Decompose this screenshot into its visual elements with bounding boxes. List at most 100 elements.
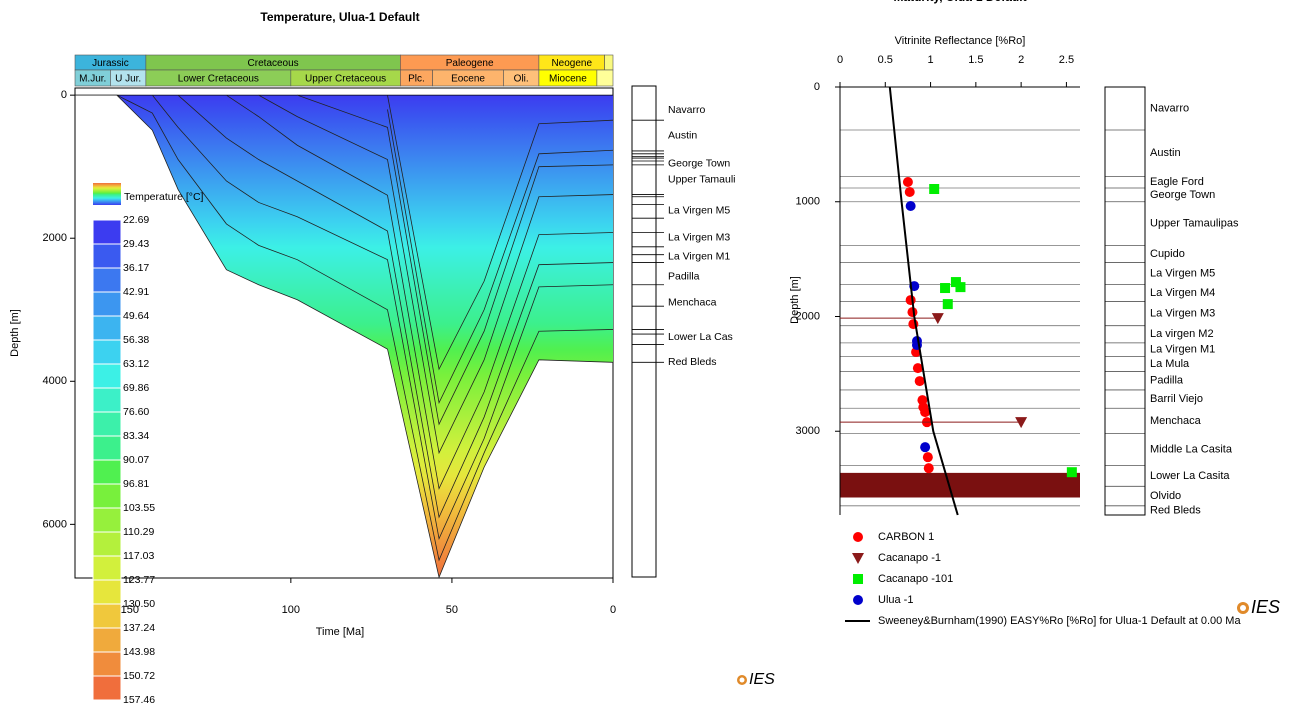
well-label: Lower La Cas [668, 331, 733, 343]
well-column [1104, 86, 1146, 516]
legend-level: 137.24 [123, 622, 155, 634]
logo-text: IES [749, 671, 775, 688]
data-point [904, 186, 915, 197]
logo: IES [1237, 597, 1280, 617]
horizon-line [258, 94, 614, 455]
x-axis-title: Vitrinite Reflectance [%Ro] [895, 35, 1026, 47]
time-label: Cretaceous [248, 58, 299, 69]
y-tick-label: 2000 [796, 310, 820, 322]
x-tick-label: 2.5 [1059, 54, 1074, 66]
formation-label: Cupido [1150, 248, 1185, 260]
chart-title: Temperature, Ulua-1 Default [260, 10, 419, 24]
y-tick-label: 3000 [796, 425, 820, 437]
horizon-line [75, 94, 614, 579]
formation-label: George Town [1150, 189, 1215, 201]
time-label: Miocene [549, 74, 587, 85]
legend-marker [853, 574, 863, 584]
legend-level: 117.03 [123, 550, 154, 562]
legend-title: Temperature [°C] [124, 191, 204, 203]
y-tick-label: 1000 [796, 196, 820, 208]
well-label: La Virgen M5 [668, 204, 730, 216]
legend-level: 22.69 [123, 214, 149, 226]
data-point [902, 177, 913, 188]
y-axis-title: Depth [m] [789, 276, 801, 324]
y-tick-label: 6000 [43, 518, 67, 530]
legend-level: 83.34 [123, 430, 149, 442]
formation-label: Middle La Casita [1150, 444, 1233, 456]
legend-label: CARBON 1 [878, 531, 934, 543]
legend-level: 130.50 [123, 598, 155, 610]
time-label: M.Jur. [79, 74, 106, 85]
x-tick-label: 150 [121, 604, 139, 616]
legend-label: Cacanapo -1 [878, 552, 941, 564]
data-point [1066, 467, 1077, 478]
legend-level: 56.38 [123, 334, 149, 346]
legend-level: 49.64 [123, 310, 149, 322]
legend-level: 69.86 [123, 382, 149, 394]
legend-level: 42.91 [123, 286, 149, 298]
x-tick-label: 2 [1018, 54, 1024, 66]
data-point [1015, 417, 1028, 429]
legend-swatch [92, 555, 122, 581]
horizon-line [116, 94, 614, 562]
legend-level: 36.17 [123, 262, 149, 274]
formation-label: Barril Viejo [1150, 393, 1203, 405]
legend-level: 29.43 [123, 238, 149, 250]
legend-swatch [92, 603, 122, 629]
well-label: Navarro [668, 104, 706, 116]
legend-swatch [92, 315, 122, 341]
well-column [631, 85, 657, 578]
data-point [920, 442, 931, 453]
time-label: Lower Cretaceous [178, 74, 259, 85]
data-point [920, 407, 931, 418]
horizon-line [226, 94, 614, 490]
formation-label: Austin [1150, 147, 1181, 159]
time-label: Plc. [408, 74, 425, 85]
data-point [922, 452, 933, 463]
y-axis-title: Depth [m] [9, 309, 21, 357]
well-label: Red Bleds [668, 356, 716, 368]
legend-swatch [92, 435, 122, 461]
x-tick-label: 50 [446, 604, 458, 616]
time-cell [604, 54, 614, 71]
logo: IES [737, 671, 775, 688]
legend-label: Sweeney&Burnham(1990) EASY%Ro [%Ro] for … [878, 615, 1241, 627]
time-label: Eocene [451, 74, 485, 85]
time-label: U Jur. [115, 74, 141, 85]
legend-swatch [92, 363, 122, 389]
formation-label: La Virgen M3 [1150, 308, 1215, 320]
well-label: George Town [668, 158, 730, 170]
legend-swatch [92, 267, 122, 293]
well-label: Menchaca [668, 296, 717, 308]
data-point [942, 299, 953, 310]
horizon-line [387, 109, 614, 405]
formation-label: Navarro [1150, 102, 1189, 114]
well-label: La Virgen M1 [668, 251, 730, 263]
x-tick-label: 1 [928, 54, 934, 66]
legend-icon [93, 183, 121, 205]
time-cell [596, 69, 614, 87]
legend-swatch [92, 291, 122, 317]
legend-marker [853, 595, 863, 605]
time-label: Oli. [514, 74, 529, 85]
chart-title: Maturity, Ulua-1 Default [893, 0, 1026, 4]
well-label: Padilla [668, 270, 700, 282]
legend-swatch [92, 243, 122, 269]
data-point [929, 184, 940, 195]
formation-label: La Virgen M4 [1150, 287, 1215, 299]
legend-level: 103.55 [123, 502, 155, 514]
x-tick-label: 0 [837, 54, 843, 66]
horizon-line [297, 94, 614, 426]
data-point [912, 363, 923, 374]
legend-label: Cacanapo -101 [878, 573, 953, 585]
formation-label: Menchaca [1150, 415, 1202, 427]
legend-level: 63.12 [123, 358, 149, 370]
model-line [888, 86, 959, 516]
formation-label: La virgen M2 [1150, 328, 1214, 340]
legend-marker [852, 553, 864, 564]
legend-swatch [92, 459, 122, 485]
logo-text: IES [1251, 597, 1280, 617]
legend-swatch [92, 531, 122, 557]
legend-level: 96.81 [123, 478, 149, 490]
